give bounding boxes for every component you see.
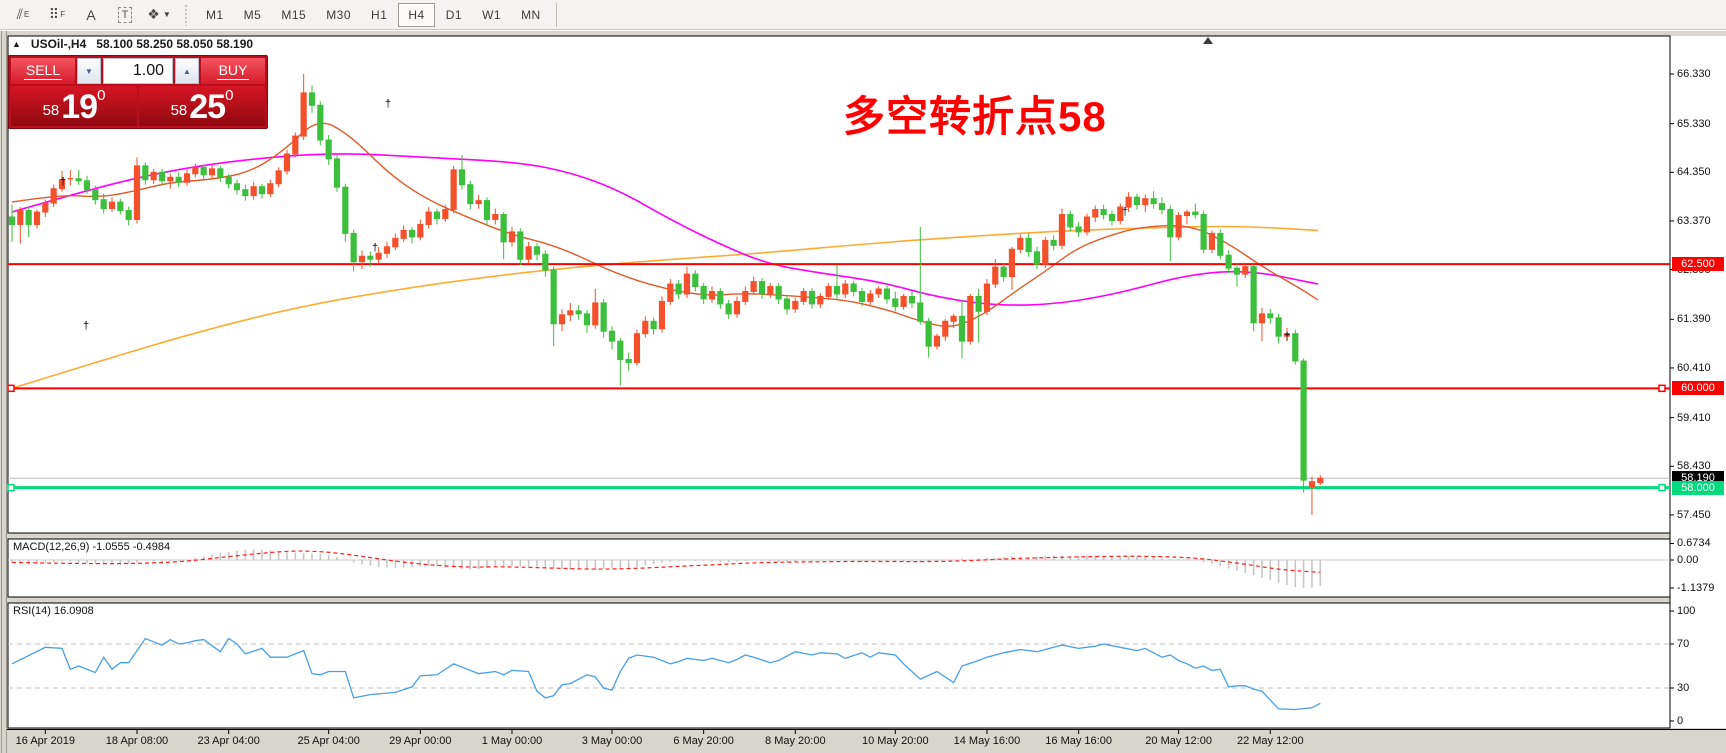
timeframe-group: M1 M5 M15 M30 H1 H4 D1 W1 MN: [197, 2, 550, 27]
sell-button[interactable]: SELL: [11, 58, 75, 84]
candles-layer: [8, 74, 1324, 515]
volume-decrease-button[interactable]: ▼: [77, 58, 101, 84]
time-label: 16 May 16:00: [1045, 735, 1112, 747]
timeframe-button-d1[interactable]: D1: [445, 7, 463, 22]
time-label: 6 May 20:00: [673, 735, 734, 747]
timeframe-button-h4[interactable]: H4: [398, 2, 435, 27]
macd-panel-frame: [7, 538, 1671, 598]
price-tick: 58.430: [1677, 460, 1711, 473]
time-label: 16 Apr 2019: [15, 735, 75, 747]
line-handle[interactable]: [7, 483, 15, 492]
arrow-marker[interactable]: †: [371, 242, 379, 254]
quote-ohlc-label: 58.100 58.250 58.050 58.190: [96, 37, 254, 51]
collapse-panel-icon[interactable]: ▲: [12, 39, 21, 49]
buy-button[interactable]: BUY: [201, 58, 265, 84]
bid-price-display[interactable]: 58 19 0: [11, 86, 137, 126]
rsi-layer: [8, 637, 1670, 711]
shapes-tool-icon[interactable]: ❖ ▼: [147, 6, 171, 22]
chart-text-annotation[interactable]: 多空转折点58: [843, 93, 1107, 140]
price-tick: 57.450: [1677, 508, 1711, 521]
arrow-marker[interactable]: †: [384, 98, 392, 110]
time-label: 18 Apr 08:00: [105, 735, 169, 747]
macd-tick: 0.6734: [1677, 537, 1711, 550]
rsi-tick: 70: [1677, 638, 1690, 650]
symbol-period-label: USOil-,H4: [30, 37, 87, 51]
rsi-panel-frame: [7, 602, 1671, 729]
rsi-tick: 0: [1677, 715, 1684, 727]
price-tick: 66.330: [1677, 68, 1711, 80]
toolbar-grip[interactable]: [184, 3, 189, 26]
time-label: 8 May 20:00: [765, 735, 826, 747]
rsi-tick: 100: [1677, 605, 1696, 617]
price-tick: 63.370: [1677, 214, 1711, 227]
volume-input[interactable]: [103, 58, 173, 84]
chart-canvas[interactable]: [0, 31, 1726, 753]
toolbar-separator: [555, 2, 557, 27]
chart-header: ▲ USOil-,H4 58.100 58.250 58.050 58.190: [12, 37, 253, 51]
time-label: 29 Apr 00:00: [389, 735, 452, 747]
price-tag-58.000: 58.000: [1672, 480, 1724, 495]
macd-label: MACD(12,26,9) -1.0555 -0.4984: [13, 541, 171, 553]
text-box-tool-icon[interactable]: T: [108, 3, 142, 27]
time-label: 23 Apr 04:00: [197, 735, 260, 747]
time-label: 22 May 12:00: [1236, 735, 1304, 747]
time-label: 1 May 00:00: [481, 735, 543, 747]
ask-price-display[interactable]: 58 25 0: [139, 86, 265, 126]
line-handle[interactable]: [1658, 483, 1666, 492]
arrow-marker[interactable]: †: [1121, 206, 1129, 218]
line-handle[interactable]: [7, 384, 15, 393]
timeframe-button-w1[interactable]: W1: [482, 7, 502, 22]
price-tag-60.000: 60.000: [1672, 381, 1724, 396]
drawing-tools-group: ⫽ E ⠿ F A T ❖ ▼: [6, 3, 176, 27]
rsi-line: [11, 637, 1321, 711]
arrow-marker[interactable]: †: [82, 320, 90, 332]
text-label-tool-icon[interactable]: A: [86, 6, 96, 23]
macd-tick: -1.1379: [1677, 582, 1715, 594]
arrow-marker[interactable]: †: [1283, 331, 1291, 343]
price-tick: 61.390: [1677, 313, 1711, 326]
timeframe-button-m15[interactable]: M15: [281, 7, 307, 22]
timeframe-button-mn[interactable]: MN: [521, 7, 541, 22]
chart-window: ▲ USOil-,H4 58.100 58.250 58.050 58.190 …: [0, 31, 1726, 753]
macd-layer: [8, 549, 1670, 589]
timeframe-button-h1[interactable]: H1: [371, 7, 388, 22]
timeframe-button-m30[interactable]: M30: [326, 7, 352, 22]
rsi-label: RSI(14) 16.0908: [13, 605, 94, 617]
macd-tick: 0.00: [1677, 554, 1699, 566]
ma-mid-line: [11, 153, 1319, 306]
pattern-tool-icon[interactable]: ⫽ E: [16, 6, 30, 22]
spinner-up-icon: ▲: [183, 66, 191, 76]
main-panel-frame: [7, 35, 1671, 534]
spinner-down-icon: ▼: [85, 66, 93, 76]
price-tick: 59.410: [1677, 411, 1711, 424]
volume-increase-button[interactable]: ▲: [175, 58, 199, 84]
price-tag-62.500: 62.500: [1672, 257, 1724, 272]
main-chart-layer: [7, 74, 1670, 515]
price-tick: 64.350: [1677, 166, 1711, 179]
timeframe-button-m5[interactable]: M5: [243, 7, 262, 22]
line-handle[interactable]: [1658, 384, 1666, 393]
time-label: 20 May 12:00: [1145, 735, 1212, 747]
chart-shift-marker[interactable]: [1203, 37, 1213, 44]
toolbar: ⫽ E ⠿ F A T ❖ ▼ M1 M5 M15 M30 H1 H4 D1 W1 MN: [0, 0, 1726, 30]
timeframe-button-m1[interactable]: M1: [206, 7, 224, 22]
arrow-marker[interactable]: †: [59, 176, 67, 188]
grid-tool-icon[interactable]: ⠿ F: [48, 6, 66, 22]
time-label: 14 May 16:00: [953, 735, 1021, 747]
price-tick: 65.330: [1677, 117, 1711, 130]
price-tick: 60.410: [1677, 361, 1711, 374]
time-label: 3 May 00:00: [581, 735, 643, 747]
rsi-tick: 30: [1677, 682, 1690, 694]
time-label: 25 Apr 04:00: [297, 735, 360, 747]
time-label: 10 May 20:00: [861, 735, 929, 747]
